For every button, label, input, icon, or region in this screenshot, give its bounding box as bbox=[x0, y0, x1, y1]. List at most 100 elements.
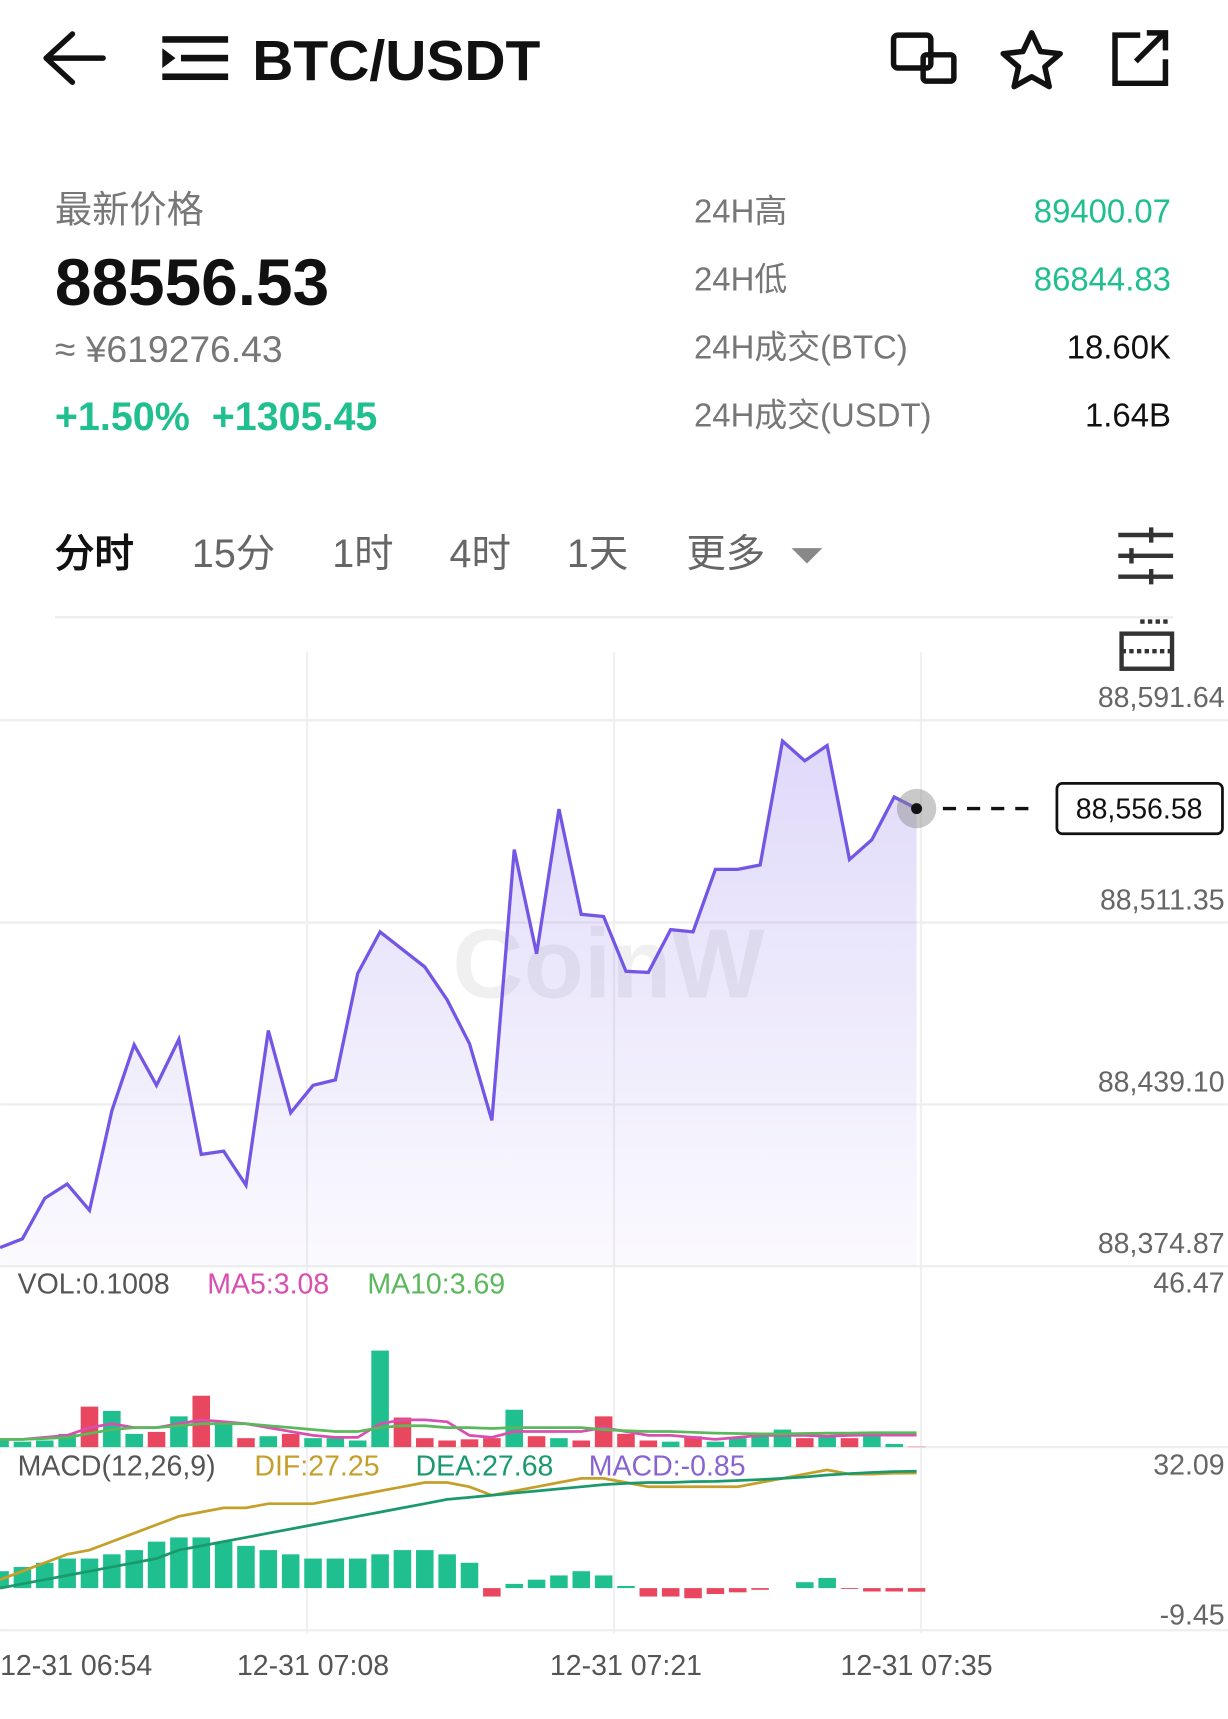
chart-area: CoinW88,591.6488,511.3588,439.1088,374.8… bbox=[0, 652, 1228, 1682]
macd-title: MACD(12,26,9) bbox=[18, 1451, 216, 1483]
volume-bar bbox=[550, 1438, 568, 1448]
share-icon[interactable] bbox=[1112, 30, 1169, 87]
cny-price: ≈ ¥619276.43 bbox=[55, 328, 283, 370]
price-change: +1.50% +1305.45 bbox=[55, 395, 377, 439]
macd-bar bbox=[416, 1550, 434, 1589]
volume-bar bbox=[885, 1444, 903, 1448]
tab[interactable]: 4时 bbox=[450, 532, 511, 576]
stat-value: 86844.83 bbox=[1034, 261, 1171, 298]
stat-label: 24H成交(BTC) bbox=[694, 328, 908, 365]
tab[interactable]: 分时 bbox=[55, 532, 134, 576]
volume-bar bbox=[840, 1438, 859, 1448]
macd-bar bbox=[639, 1588, 658, 1597]
volume-bar bbox=[572, 1440, 591, 1448]
stat-label: 24H低 bbox=[694, 261, 787, 298]
macd-bar bbox=[58, 1558, 76, 1589]
macd-bar bbox=[326, 1558, 345, 1589]
last-price-dot bbox=[911, 803, 923, 815]
macd-bar bbox=[281, 1554, 300, 1589]
volume-bar bbox=[773, 1429, 792, 1448]
stat-value: 1.64B bbox=[1085, 396, 1171, 433]
macd-bar bbox=[840, 1588, 859, 1589]
macd-bar bbox=[80, 1558, 99, 1589]
volume-bar bbox=[237, 1438, 255, 1448]
dropdown-arrow[interactable] bbox=[791, 548, 823, 564]
volume-bar bbox=[863, 1433, 881, 1448]
volume-bar bbox=[192, 1395, 211, 1448]
legend-entry: DIF:27.25 bbox=[254, 1451, 379, 1483]
last-price-box bbox=[1055, 781, 1224, 836]
stat-label: 24H高 bbox=[694, 193, 787, 230]
volume-bar bbox=[661, 1441, 680, 1448]
pair-title: BTC/USDT bbox=[252, 29, 540, 93]
macd-bar bbox=[885, 1588, 903, 1592]
macd-bar bbox=[527, 1579, 546, 1589]
macd-bar bbox=[214, 1541, 233, 1589]
back-button[interactable] bbox=[43, 31, 106, 85]
macd-bar bbox=[103, 1554, 121, 1589]
volume-bar bbox=[125, 1433, 143, 1448]
macd-bar bbox=[125, 1550, 143, 1589]
volume-bar bbox=[796, 1438, 814, 1448]
volume-bar bbox=[483, 1438, 501, 1448]
price-line bbox=[0, 737, 918, 1250]
price-label: 最新价格 bbox=[55, 189, 204, 231]
volume-bar bbox=[326, 1438, 345, 1448]
tab[interactable]: 15分 bbox=[192, 532, 275, 576]
x-tick-label: 12-31 07:21 bbox=[550, 1650, 702, 1682]
legend-entry: DEA:27.68 bbox=[416, 1451, 554, 1483]
ma-line bbox=[0, 1422, 917, 1441]
tab[interactable]: 1时 bbox=[332, 532, 393, 576]
macd-bar bbox=[572, 1571, 591, 1589]
draw-icon[interactable] bbox=[1119, 619, 1175, 671]
x-tick-label: 12-31 06:54 bbox=[0, 1650, 152, 1682]
volume-bar bbox=[371, 1350, 389, 1448]
menu-icon[interactable] bbox=[162, 36, 229, 81]
macd-bar bbox=[36, 1562, 54, 1589]
stat-value: 18.60K bbox=[1067, 328, 1171, 365]
favorite-icon[interactable] bbox=[1000, 30, 1063, 90]
macd-bar bbox=[304, 1558, 322, 1589]
tab[interactable]: 1天 bbox=[567, 532, 628, 576]
macd-bar bbox=[684, 1588, 702, 1599]
macd-bar bbox=[393, 1550, 412, 1589]
legend-entry: MA10:3.69 bbox=[367, 1269, 505, 1301]
macd-bar bbox=[818, 1577, 836, 1589]
macd-bar bbox=[348, 1558, 367, 1589]
volume-bar bbox=[594, 1416, 613, 1448]
macd-bar bbox=[661, 1588, 680, 1597]
volume-bar bbox=[416, 1438, 434, 1448]
legend-entry: VOL:0.1008 bbox=[18, 1269, 170, 1301]
macd-bar bbox=[594, 1575, 613, 1589]
volume-bar bbox=[36, 1440, 54, 1448]
macd-bar bbox=[483, 1588, 501, 1597]
macd-bar bbox=[460, 1562, 479, 1589]
macd-bar bbox=[438, 1554, 456, 1589]
volume-bar bbox=[281, 1433, 300, 1448]
macd-line bbox=[0, 1468, 917, 1581]
macd-bar bbox=[907, 1588, 926, 1592]
macd-bar bbox=[0, 1571, 9, 1589]
settings-icon[interactable] bbox=[1118, 527, 1174, 585]
tabs: 分时 15分 1时 4时 1天 更多 bbox=[55, 532, 765, 576]
tab[interactable]: 更多 bbox=[686, 532, 765, 576]
stats: 24H高 89400.07 24H低 86844.83 24H成交(BTC) 18.60K… bbox=[694, 193, 1171, 434]
volume-bar bbox=[0, 1438, 9, 1448]
x-tick-label: 12-31 07:08 bbox=[237, 1650, 389, 1682]
volume-bar bbox=[460, 1439, 479, 1448]
macd-bar bbox=[728, 1588, 747, 1593]
macd-bar bbox=[796, 1582, 814, 1589]
y-tick-label: 32.09 bbox=[1153, 1450, 1224, 1482]
volume-bar bbox=[527, 1436, 546, 1448]
volume-bar bbox=[259, 1436, 278, 1448]
volume-bar bbox=[751, 1436, 769, 1448]
legend-entry: MA5:3.08 bbox=[207, 1269, 329, 1301]
volume-bar bbox=[639, 1440, 658, 1448]
volume-bar bbox=[13, 1441, 32, 1448]
volume-bar bbox=[728, 1438, 747, 1448]
macd-bar bbox=[192, 1537, 211, 1589]
swap-icon[interactable] bbox=[890, 32, 957, 84]
x-tick-label: 12-31 07:35 bbox=[841, 1650, 993, 1682]
volume-bar bbox=[438, 1440, 456, 1448]
